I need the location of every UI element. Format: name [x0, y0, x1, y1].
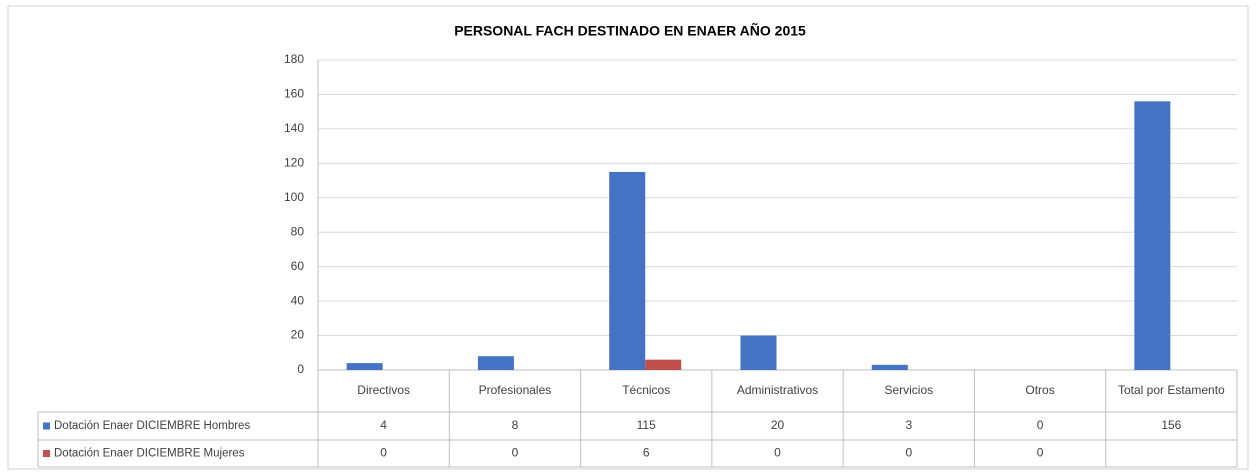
table-value: 0 [1037, 418, 1044, 432]
x-tick-label: Total por Estamento [1118, 383, 1225, 397]
y-tick-label: 40 [291, 293, 305, 307]
bar [609, 171, 646, 370]
x-tick-label: Administrativos [737, 383, 818, 397]
chart-title: PERSONAL FACH DESTINADO EN ENAER AÑO 201… [454, 22, 806, 39]
table-value: 8 [512, 418, 519, 432]
table-value: 115 [637, 418, 656, 432]
legend-label: Dotación Enaer DICIEMBRE Hombres [54, 420, 250, 432]
y-tick-label: 60 [291, 259, 305, 273]
table-value: 6 [643, 446, 650, 460]
y-tick-label: 160 [284, 87, 304, 101]
x-tick-label: Profesionales [479, 383, 552, 397]
bar [477, 356, 514, 370]
legend-label: Dotación Enaer DICIEMBRE Mujeres [54, 448, 245, 460]
x-tick-label: Servicios [884, 383, 933, 397]
table-value: 0 [512, 446, 519, 460]
y-tick-label: 80 [291, 224, 305, 238]
bar [740, 335, 777, 370]
x-tick-label: Técnicos [622, 383, 670, 397]
legend-key [43, 422, 50, 430]
y-tick-label: 140 [284, 121, 304, 135]
table-value: 0 [380, 446, 387, 460]
y-tick-label: 100 [284, 190, 304, 204]
y-tick-label: 20 [291, 328, 305, 342]
table-value: 0 [774, 446, 781, 460]
table-value: 156 [1161, 418, 1181, 432]
bar [346, 363, 383, 370]
legend-key [43, 450, 50, 457]
y-tick-label: 180 [284, 52, 304, 66]
table-value: 20 [771, 418, 785, 432]
bar [871, 364, 908, 370]
table-value: 0 [1037, 446, 1044, 460]
y-tick-label: 120 [284, 156, 304, 170]
x-tick-label: Directivos [357, 383, 410, 397]
bar [645, 359, 682, 370]
x-tick-label: Otros [1025, 383, 1054, 397]
table-value: 4 [380, 418, 387, 432]
y-tick-label: 0 [297, 362, 304, 376]
table-value: 3 [905, 418, 912, 432]
bar [1134, 101, 1171, 370]
table-value: 0 [905, 446, 912, 460]
